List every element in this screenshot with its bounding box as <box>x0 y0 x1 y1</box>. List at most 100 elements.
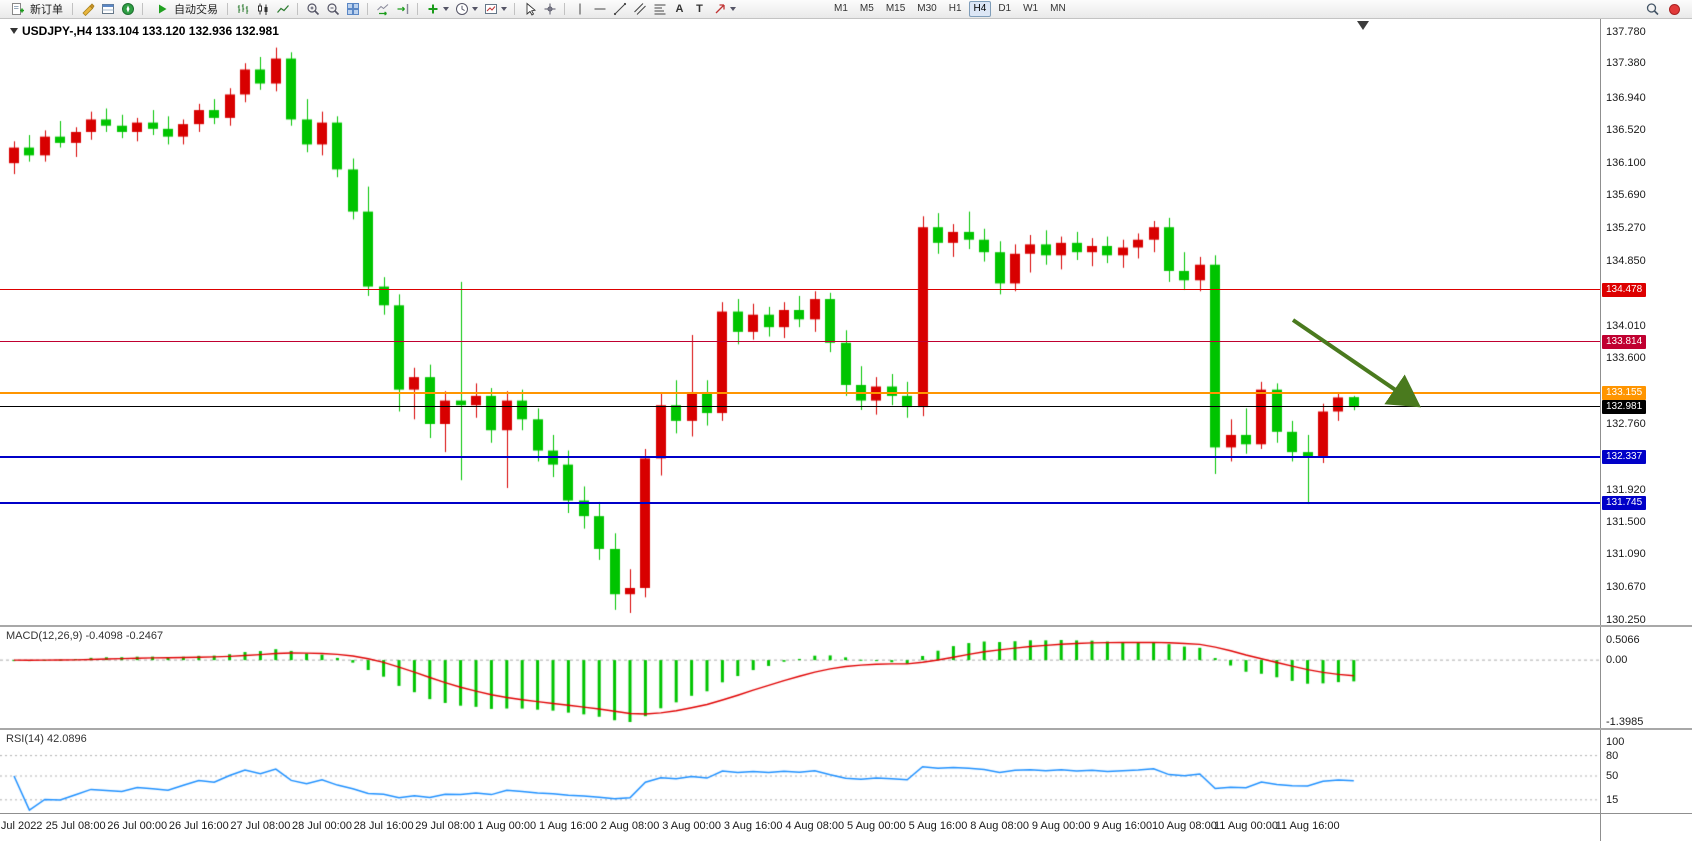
price-axis-label: 134.010 <box>1606 320 1646 333</box>
autotrading-play-icon <box>152 1 171 17</box>
price-badge-131.745: 131.745 <box>1602 496 1647 511</box>
arrows-icon[interactable] <box>710 1 729 17</box>
zoom-out-icon[interactable] <box>323 1 342 17</box>
chart-title-text: USDJPY-,H4 133.104 133.120 132.936 132.9… <box>22 24 279 38</box>
price-axis-label: 135.270 <box>1606 222 1646 234</box>
timeframe-button-D1[interactable]: D1 <box>998 3 1012 14</box>
autotrading-button[interactable]: 自动交易 <box>148 1 222 17</box>
timeframe-button-W1[interactable]: W1 <box>1023 3 1039 14</box>
time-axis-label: 28 Jul 00:00 <box>292 820 352 832</box>
time-axis-label: 27 Jul 08:00 <box>230 820 291 832</box>
timeframe-button-MN[interactable]: MN <box>1050 3 1066 14</box>
hline-133.155[interactable] <box>0 392 1600 395</box>
price-axis-label: 136.100 <box>1606 157 1646 170</box>
price-axis-label: 137.380 <box>1606 57 1646 70</box>
timeframe-button-H4[interactable]: H4 <box>968 1 992 17</box>
hline-132.337[interactable] <box>0 456 1600 459</box>
text-label-icon[interactable]: T <box>696 3 703 15</box>
rsi-axis-label: 80 <box>1606 749 1619 762</box>
toolbar-separator <box>417 3 418 15</box>
timeframe-button-M15[interactable]: M15 <box>885 3 906 14</box>
hline-133.814[interactable] <box>0 341 1600 343</box>
indicators-dropdown-caret[interactable] <box>443 7 449 11</box>
time-axis-label: 26 Jul 16:00 <box>168 820 229 832</box>
toolbar-separator <box>72 3 73 15</box>
toolbar-separator <box>564 3 565 15</box>
price-axis-label: 131.090 <box>1606 548 1646 561</box>
price-axis-label: 132.760 <box>1606 418 1646 430</box>
timeframe-toolbar: M1 M5 M15 M30 H1 H4 D1 W1 MN <box>829 1 1071 17</box>
toolbar-separator <box>367 3 368 15</box>
chart-title: USDJPY-,H4 133.104 133.120 132.936 132.9… <box>10 24 279 38</box>
price-axis-label: 130.250 <box>1606 614 1646 626</box>
tile-windows-icon[interactable] <box>343 1 362 17</box>
hline-131.745[interactable] <box>0 502 1600 505</box>
time-axis-label: 25 Jul 08:00 <box>45 820 106 832</box>
price-axis-label: 133.600 <box>1606 352 1646 365</box>
time-axis-label: 10 Aug 08:00 <box>1151 820 1217 832</box>
price-axis-label: 135.690 <box>1606 189 1646 202</box>
timeframe-button-M1[interactable]: M1 <box>834 3 848 14</box>
price-axis-label: 130.670 <box>1606 581 1646 594</box>
chart-shift-marker[interactable] <box>1357 21 1369 30</box>
horizontal-line-icon[interactable] <box>590 1 609 17</box>
macd-axis-label: 0.00 <box>1606 654 1628 667</box>
timeframe-button-M30[interactable]: M30 <box>917 3 937 14</box>
time-axis-label: 5 Aug 16:00 <box>908 820 968 832</box>
autotrading-label: 自动交易 <box>174 4 218 16</box>
arrows-dropdown-caret[interactable] <box>730 7 736 11</box>
candlestick-chart-icon[interactable] <box>253 1 272 17</box>
equidistant-channel-icon[interactable] <box>630 1 649 17</box>
time-axis-label: 1 Aug 00:00 <box>477 820 537 832</box>
auto-scroll-icon[interactable] <box>373 1 392 17</box>
price-badge-132.337: 132.337 <box>1602 450 1647 465</box>
indicators-icon[interactable] <box>423 1 442 17</box>
price-badge-134.478: 134.478 <box>1602 282 1647 297</box>
time-axis-label: 29 Jul 08:00 <box>415 820 476 832</box>
price-axis-separator <box>1600 19 1601 841</box>
search-icon[interactable] <box>1642 1 1661 17</box>
navigator-icon[interactable] <box>118 1 137 17</box>
metaeditor-icon[interactable] <box>78 1 97 17</box>
macd-panel-separator[interactable] <box>0 625 1692 627</box>
templates-dropdown-caret[interactable] <box>501 7 507 11</box>
hline-134.478[interactable] <box>0 289 1600 291</box>
periods-icon[interactable] <box>452 1 471 17</box>
templates-icon[interactable] <box>481 1 500 17</box>
fibonacci-icon[interactable] <box>650 1 669 17</box>
notification-badge[interactable] <box>1669 3 1680 15</box>
text-icon[interactable]: A <box>675 3 684 15</box>
zoom-in-icon[interactable] <box>303 1 322 17</box>
price-axis-label: 131.920 <box>1606 483 1646 496</box>
cursor-icon[interactable] <box>520 1 539 17</box>
toolbar-separator <box>227 3 228 15</box>
time-axis-label: 3 Aug 16:00 <box>723 820 783 832</box>
hline-132.981[interactable] <box>0 406 1600 408</box>
price-axis-label: 137.780 <box>1606 26 1646 38</box>
chart-shift-icon[interactable] <box>393 1 412 17</box>
line-chart-icon[interactable] <box>273 1 292 17</box>
trendline-icon[interactable] <box>610 1 629 17</box>
time-axis-label: 5 Aug 00:00 <box>847 820 906 832</box>
vertical-line-icon[interactable] <box>570 1 589 17</box>
crosshair-icon[interactable] <box>540 1 559 17</box>
time-axis-label: 28 Jul 16:00 <box>353 820 414 832</box>
market-watch-icon[interactable] <box>98 1 117 17</box>
price-badge-133.155: 133.155 <box>1602 386 1647 401</box>
price-badge-133.814: 133.814 <box>1602 334 1647 349</box>
timeframe-button-M5[interactable]: M5 <box>859 3 874 14</box>
time-axis-label: 11 Aug 00:00 <box>1213 820 1279 832</box>
time-axis-label: 9 Aug 16:00 <box>1093 820 1153 832</box>
new-order-button[interactable]: 新订单 <box>4 1 67 17</box>
timeframe-button-H1[interactable]: H1 <box>948 3 962 14</box>
time-axis-label: 26 Jul 00:00 <box>107 820 168 832</box>
new-order-label: 新订单 <box>30 4 63 16</box>
rsi-panel-separator[interactable] <box>0 728 1692 730</box>
time-axis-separator <box>0 813 1692 814</box>
chart-menu-icon[interactable] <box>10 28 18 34</box>
toolbar: 新订单 自动交易 <box>0 0 1692 19</box>
periods-dropdown-caret[interactable] <box>472 7 478 11</box>
bar-chart-icon[interactable] <box>233 1 252 17</box>
